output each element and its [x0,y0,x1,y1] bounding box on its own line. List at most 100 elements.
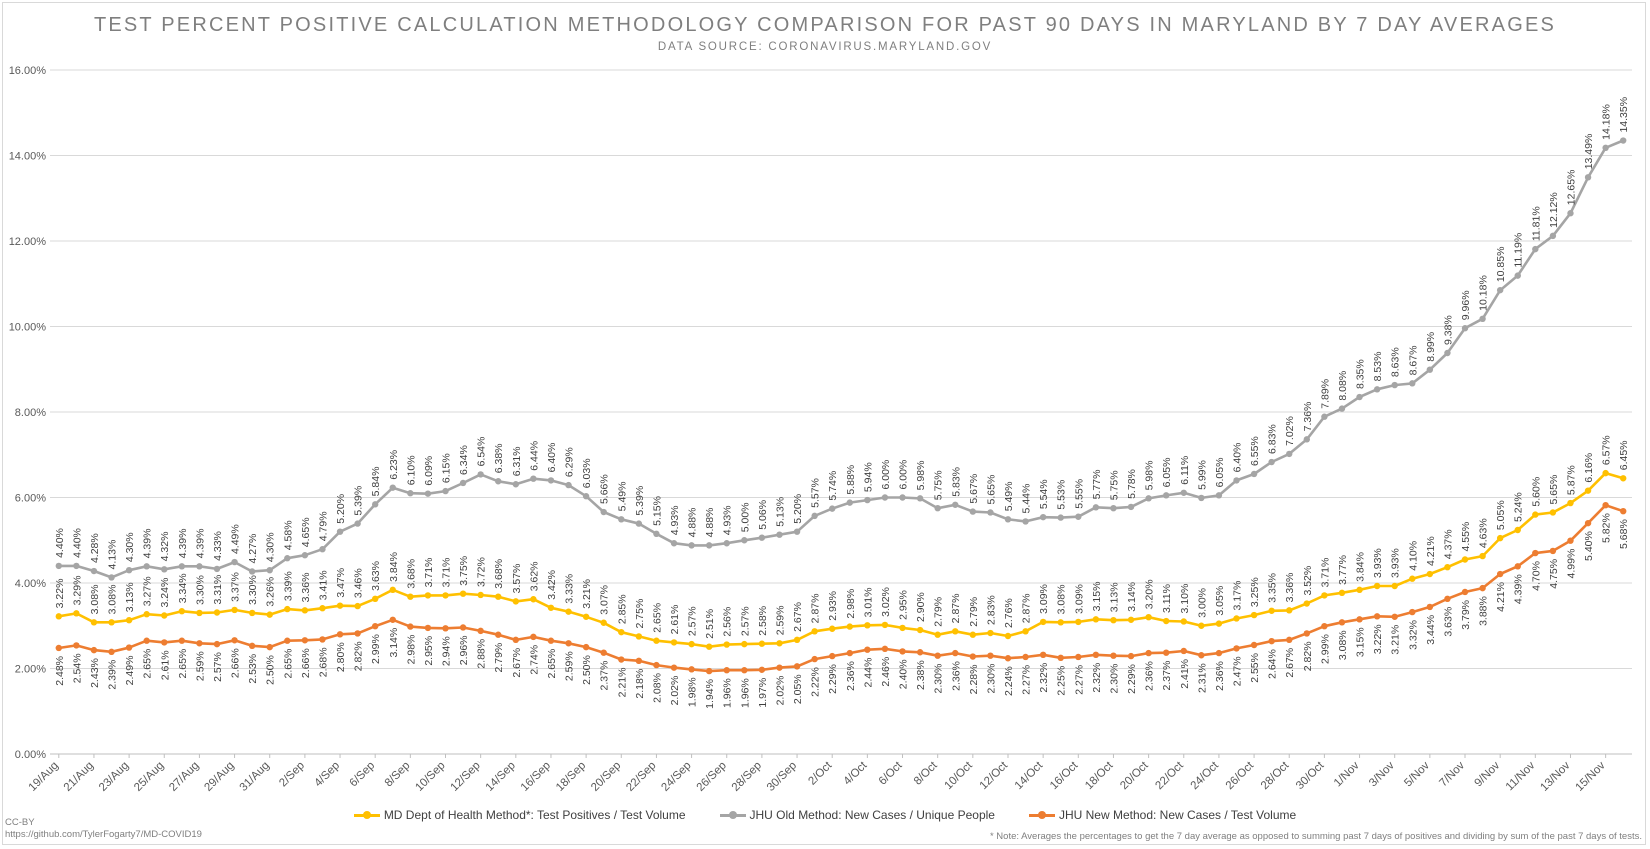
data-point [864,646,871,653]
data-label: 3.71% [423,558,435,588]
data-label: 2.55% [1249,653,1261,683]
data-point [1479,315,1486,323]
data-label: 2.95% [423,636,435,666]
data-label: 5.84% [370,467,382,497]
data-label: 3.75% [458,556,470,586]
data-label: 11.19% [1513,233,1525,268]
data-point [600,508,607,516]
data-label: 2.50% [581,655,593,685]
data-label: 2.99% [1319,634,1331,664]
data-point [741,537,748,544]
license-text: CC-BY [5,817,35,828]
legend-item-jhu-new[interactable]: JHU New Method: New Cases / Test Volume [1028,808,1296,822]
data-point [688,666,695,673]
x-tick-label: 5/Nov [1402,759,1432,789]
data-label: 4.37% [1442,529,1454,559]
data-point [793,636,801,644]
data-label: 2.68% [317,647,329,677]
source-url-link[interactable]: https://github.com/TylerFogarty7/MD-COVI… [5,829,202,840]
x-tick-label: 24/Sep [659,760,693,794]
data-point [1233,645,1240,652]
data-label: 10.85% [1495,247,1507,283]
data-label: 2.27% [1021,665,1033,695]
legend-item-md-dept[interactable]: MD Dept of Health Method*: Test Positive… [353,808,686,822]
x-tick-label: 16/Oct [1048,759,1081,792]
data-label: 6.23% [388,450,400,480]
data-label: 2.41% [1179,659,1191,689]
data-label: 2.46% [880,657,892,687]
data-point [143,563,150,570]
data-label: 2.95% [898,590,910,620]
legend-swatch-jhu-new [1028,809,1055,821]
data-label: 2.74% [528,645,540,675]
data-point [1303,630,1311,637]
data-point [547,637,555,644]
x-tick-label: 10/Sep [413,760,447,794]
legend-swatch-md-dept [353,809,380,821]
data-label: 2.80% [335,642,347,672]
data-label: 2.61% [159,650,171,680]
data-point [108,619,115,626]
data-label: 6.05% [1161,458,1173,488]
data-label: 3.21% [581,579,593,609]
data-point [829,505,836,512]
data-point [55,644,62,652]
data-point [1145,649,1152,657]
data-label: 4.93% [669,505,681,535]
legend-item-jhu-old[interactable]: JHU Old Method: New Cases / Unique Peopl… [719,808,995,822]
data-label: 5.75% [1108,470,1120,500]
data-label: 2.21% [616,668,628,698]
data-label: 4.55% [1460,522,1472,552]
data-point [424,624,432,632]
data-point [1602,144,1609,152]
data-point [161,639,168,646]
data-point [582,643,590,651]
x-tick-label: 25/Aug [132,760,166,794]
data-label: 2.65% [177,649,189,679]
data-label: 2.30% [933,664,945,694]
data-label: 6.44% [528,441,540,471]
data-point [987,629,994,637]
data-point [178,608,186,615]
data-label: 14.18% [1601,104,1613,140]
data-point [1321,622,1328,630]
data-label: 2.56% [722,607,734,637]
data-point [477,471,484,478]
x-tick-label: 8/Oct [912,759,940,787]
data-label: 3.36% [300,573,312,603]
data-point [776,531,783,538]
data-point [284,637,291,644]
data-point [301,552,309,559]
data-point [934,631,941,638]
data-point [1004,516,1012,523]
data-point [125,644,133,651]
data-label: 2.25% [1056,666,1068,696]
data-point [618,656,625,663]
data-point [389,616,396,623]
data-label: 2.79% [493,643,505,673]
series-0: 3.22% 3.29% 3.08% 3.08% 3.13% 3.27% 3.24% 3.34%… [54,435,1630,650]
data-label: 6.55% [1249,436,1261,466]
data-label: 4.30% [124,532,136,562]
data-point [916,649,924,656]
data-label: 2.79% [933,597,945,627]
data-point [1092,651,1100,659]
data-label: 5.05% [1495,500,1507,530]
data-label: 6.29% [564,447,576,477]
data-point [55,613,62,620]
data-point [1620,475,1627,482]
data-label: 4.88% [687,508,699,538]
x-tick-label: 26/Oct [1224,759,1257,792]
data-label: 3.88% [1478,596,1490,626]
data-label: 5.67% [968,474,980,504]
data-point [1338,619,1346,626]
data-label: 4.39% [177,529,189,559]
data-point [1162,492,1170,499]
data-point [1162,617,1170,625]
data-point [477,627,484,635]
data-label: 3.13% [1108,582,1120,612]
y-tick-label: 2.00% [15,664,46,676]
chart-title: TEST PERCENT POSITIVE CALCULATION METHOD… [93,14,1557,36]
data-point [1409,575,1416,582]
x-tick-label: 23/Aug [97,760,131,794]
